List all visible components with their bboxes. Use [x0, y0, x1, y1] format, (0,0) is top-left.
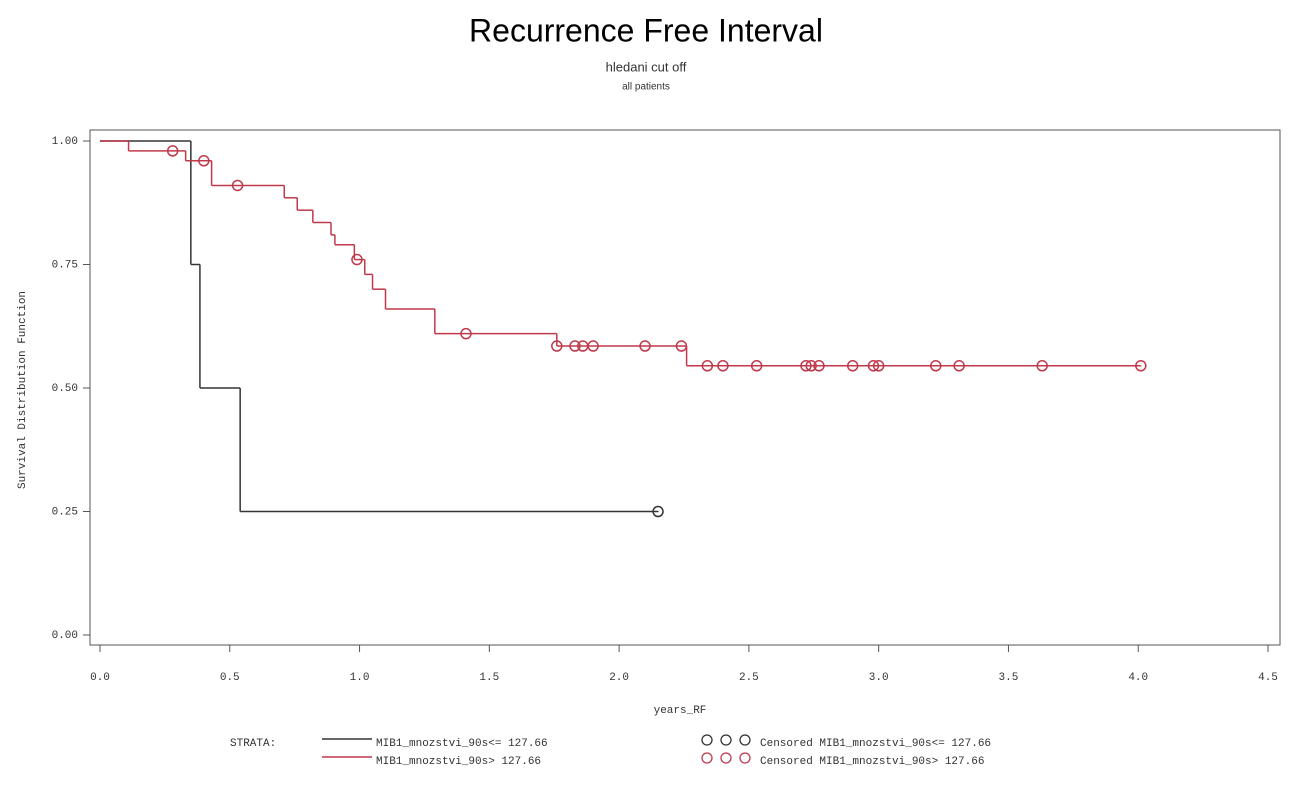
legend-title: STRATA:	[230, 738, 276, 750]
y-tick-label: 0.50	[52, 383, 78, 395]
censor-mark	[351, 253, 363, 266]
y-tick-label: 0.25	[52, 506, 78, 518]
censor-mark	[953, 360, 965, 372]
censor-mark	[569, 340, 581, 352]
y-tick-label: 0.00	[52, 630, 78, 642]
x-tick-label: 0.5	[220, 672, 240, 684]
plot-frame	[89, 129, 1281, 646]
censor-mark	[551, 340, 563, 352]
censor-mark	[639, 340, 651, 352]
x-tick-label: 3.5	[999, 672, 1019, 684]
censor-mark	[872, 360, 885, 372]
legend-censor-label: Censored MIB1_mnozstvi_90s> 127.66	[760, 756, 984, 768]
chart-subtitle: hledani cut off	[606, 59, 687, 74]
legend-censor-symbol	[739, 734, 751, 746]
censor-mark	[701, 360, 714, 372]
chart-subtitle2: all patients	[622, 82, 670, 93]
censor-mark	[166, 145, 179, 157]
legend-censor-symbol	[701, 734, 713, 746]
legend-censor-symbol	[701, 752, 713, 764]
x-tick-label: 4.5	[1258, 672, 1278, 684]
censor-mark	[1036, 360, 1048, 372]
censor-mark	[805, 360, 817, 372]
legend-censor-label: Censored MIB1_mnozstvi_90s<= 127.66	[760, 738, 991, 750]
y-tick-label: 1.00	[52, 136, 78, 148]
x-tick-label: 3.0	[869, 672, 889, 684]
x-axis-label: years_RF	[654, 705, 707, 717]
legend-censor-symbol	[720, 752, 732, 764]
censor-mark	[846, 360, 859, 372]
censor-mark	[813, 360, 825, 372]
y-axis-label: Survival Distribution Function	[17, 291, 29, 489]
censor-mark	[930, 360, 942, 372]
censor-mark	[750, 360, 763, 372]
x-tick-label: 1.0	[350, 672, 370, 684]
censor-mark	[675, 340, 688, 352]
censor-mark	[231, 179, 244, 192]
x-tick-label: 4.0	[1128, 672, 1148, 684]
censor-mark	[800, 360, 812, 372]
x-tick-label: 0.0	[90, 672, 110, 684]
y-tick-label: 0.75	[52, 259, 78, 271]
censor-mark	[460, 327, 472, 340]
chart-title: Recurrence Free Interval	[469, 12, 823, 48]
censor-mark	[587, 340, 599, 352]
censor-mark	[198, 155, 210, 167]
censor-mark	[717, 360, 729, 372]
legend-censor-symbol	[720, 734, 732, 746]
legend-censor-symbol	[739, 752, 751, 764]
legend-label: MIB1_mnozstvi_90s<= 127.66	[376, 738, 548, 750]
x-tick-label: 2.5	[739, 672, 759, 684]
censor-mark	[652, 505, 664, 518]
censor-mark	[1135, 360, 1147, 372]
x-tick-label: 1.5	[479, 672, 499, 684]
censor-mark	[867, 360, 880, 372]
legend-label: MIB1_mnozstvi_90s> 127.66	[376, 756, 541, 768]
x-tick-label: 2.0	[609, 672, 629, 684]
